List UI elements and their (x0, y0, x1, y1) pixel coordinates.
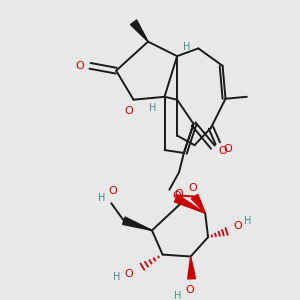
Text: O: O (185, 285, 194, 296)
Polygon shape (188, 256, 196, 279)
Text: O: O (109, 186, 118, 196)
Text: H: H (113, 272, 121, 282)
Text: O: O (218, 146, 227, 156)
Text: O: O (175, 189, 183, 199)
Text: O: O (223, 144, 232, 154)
Polygon shape (130, 20, 148, 42)
Polygon shape (191, 194, 205, 213)
Polygon shape (123, 217, 152, 230)
Text: O: O (173, 190, 182, 200)
Text: O: O (234, 220, 242, 230)
Text: O: O (188, 183, 197, 193)
Text: H: H (98, 194, 105, 203)
Text: O: O (124, 106, 133, 116)
Polygon shape (174, 195, 205, 213)
Text: H: H (183, 42, 190, 52)
Text: O: O (124, 269, 133, 279)
Text: O: O (75, 61, 84, 71)
Text: H: H (244, 216, 251, 226)
Text: H: H (174, 291, 182, 300)
Text: H: H (149, 103, 157, 113)
